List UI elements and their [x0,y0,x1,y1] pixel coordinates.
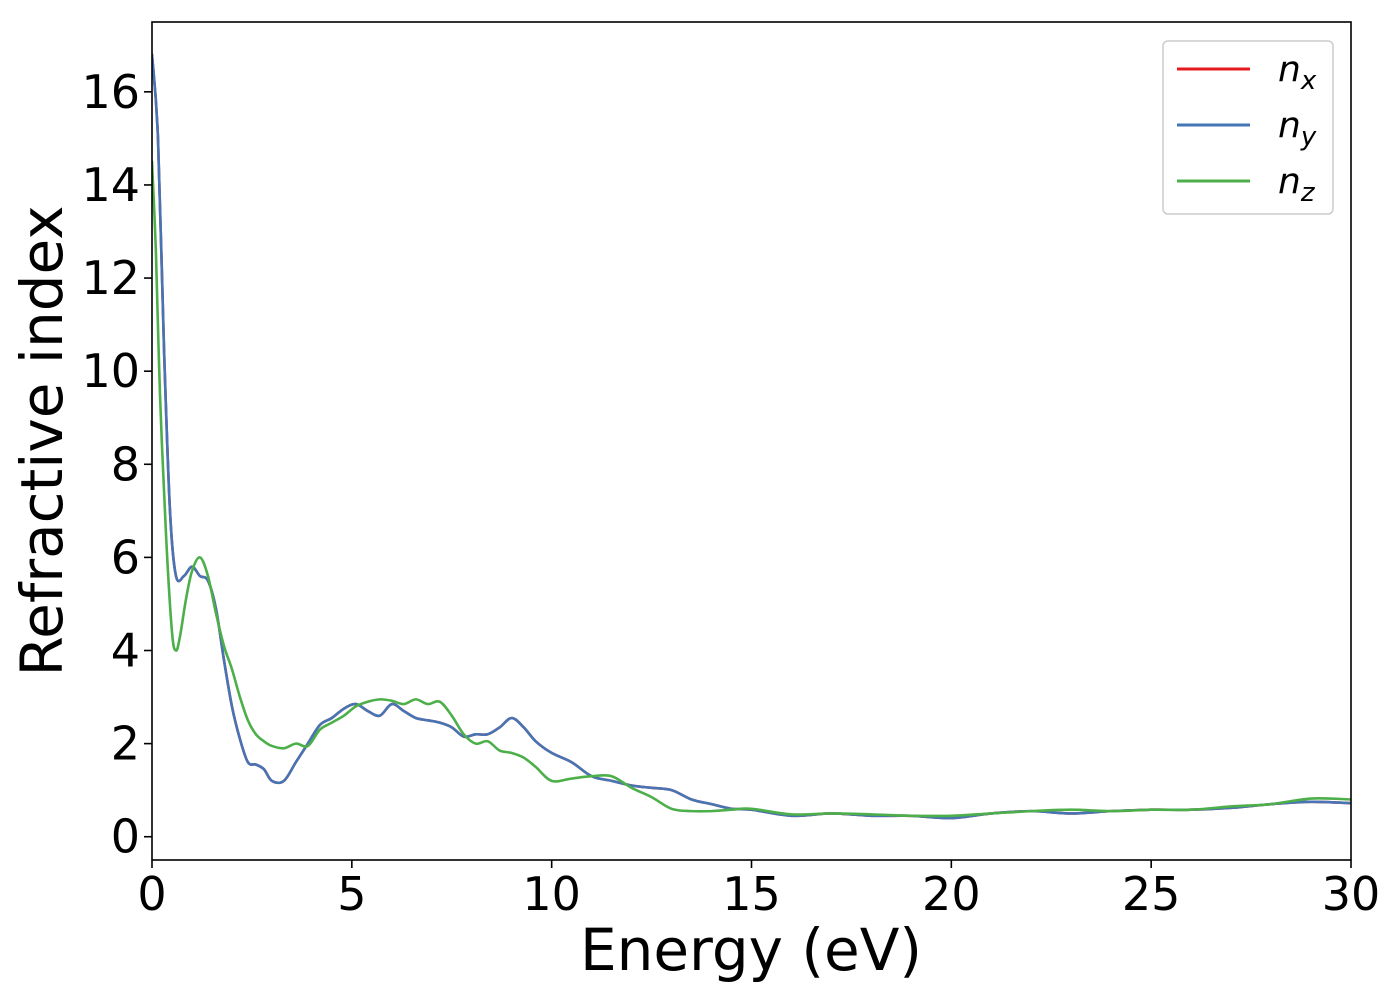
x-tick-label: 10 [522,867,581,921]
y-tick-label: 8 [111,437,140,491]
y-tick-label: 6 [111,530,140,584]
y-tick-label: 4 [111,624,140,678]
legend-label-subscript: y [1300,122,1317,152]
x-axis-label: Energy (eV) [580,916,922,984]
x-tick-label: 0 [137,867,166,921]
plot-frame [151,21,1352,861]
legend-label-subscript: x [1300,66,1317,96]
x-tick-label: 25 [1122,867,1181,921]
x-tick-label: 20 [922,867,981,921]
y-tick-label: 16 [81,65,140,119]
legend-box [1162,40,1334,215]
legend-label-nx: nx [1278,49,1317,96]
y-tick-label: 14 [81,158,140,212]
x-tick-label: 15 [722,867,781,921]
x-tick-label: 30 [1322,867,1381,921]
legend-label-nz: nz [1278,161,1316,208]
legend-label-ny: ny [1278,105,1317,152]
series-line-nz [152,160,1351,818]
y-axis-label: Refractive index [8,205,76,676]
legend-label-main: n [1278,49,1301,90]
plot-area [152,22,1351,860]
y-tick-label: 10 [81,344,140,398]
y-axis-ticks: 0 2 4 6 8 10 12 14 16 [81,65,152,864]
y-tick-label: 2 [111,717,140,771]
x-tick-label: 5 [337,867,366,921]
legend-label-main: n [1278,161,1301,202]
series-lines [152,53,1351,820]
y-tick-label: 12 [81,251,140,305]
legend-label-subscript: z [1300,178,1316,208]
legend-label-main: n [1278,105,1301,146]
y-tick-label: 0 [111,810,140,864]
x-axis-ticks: 0 5 10 15 20 25 30 [137,860,1380,921]
